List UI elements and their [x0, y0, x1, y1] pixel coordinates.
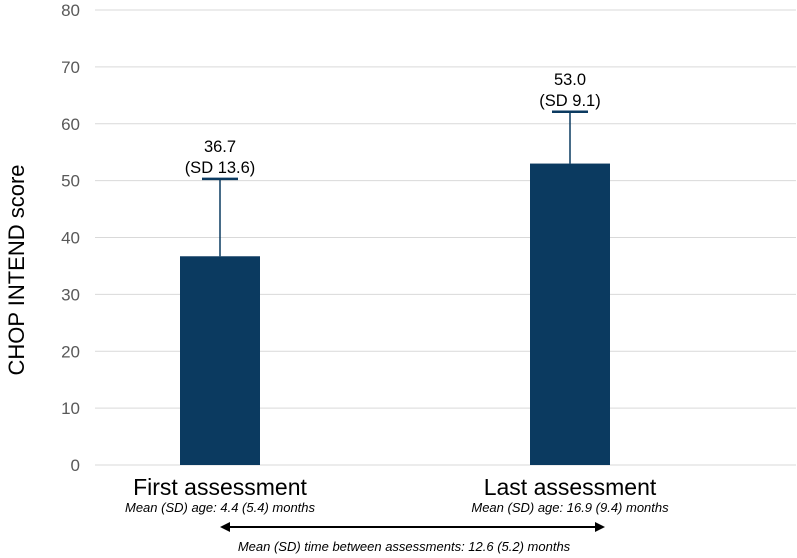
y-axis-label: CHOP INTEND score	[4, 164, 29, 375]
y-tick-20: 20	[61, 342, 80, 361]
interval-arrow-head-right	[595, 522, 605, 532]
sd-label-first-assessment: (SD 13.6)	[185, 159, 256, 177]
value-label-last-assessment: 53.0	[554, 71, 586, 89]
interval-arrow	[220, 522, 605, 532]
interval-note: Mean (SD) time between assessments: 12.6…	[238, 539, 571, 554]
category-note-last-assessment: Mean (SD) age: 16.9 (9.4) months	[471, 500, 669, 515]
interval-arrow-head-left	[220, 522, 230, 532]
value-label-first-assessment: 36.7	[204, 138, 236, 156]
category-note-first-assessment: Mean (SD) age: 4.4 (5.4) months	[125, 500, 316, 515]
y-tick-0: 0	[71, 456, 80, 475]
bar-last-assessment	[530, 163, 610, 465]
y-tick-10: 10	[61, 399, 80, 418]
error-bars	[202, 110, 588, 257]
y-tick-70: 70	[61, 58, 80, 77]
y-tick-50: 50	[61, 172, 80, 191]
bar-first-assessment	[180, 256, 260, 465]
category-label-last-assessment: Last assessment	[484, 474, 657, 500]
y-tick-40: 40	[61, 229, 80, 248]
sd-label-last-assessment: (SD 9.1)	[539, 92, 600, 110]
y-tick-60: 60	[61, 115, 80, 134]
y-tick-30: 30	[61, 285, 80, 304]
y-tick-labels: 0 10 20 30 40 50 60 70 80	[61, 1, 80, 475]
y-tick-80: 80	[61, 1, 80, 20]
category-label-first-assessment: First assessment	[133, 474, 307, 500]
data-labels: 36.7 (SD 13.6) 53.0 (SD 9.1)	[185, 71, 601, 177]
bars	[180, 163, 610, 465]
